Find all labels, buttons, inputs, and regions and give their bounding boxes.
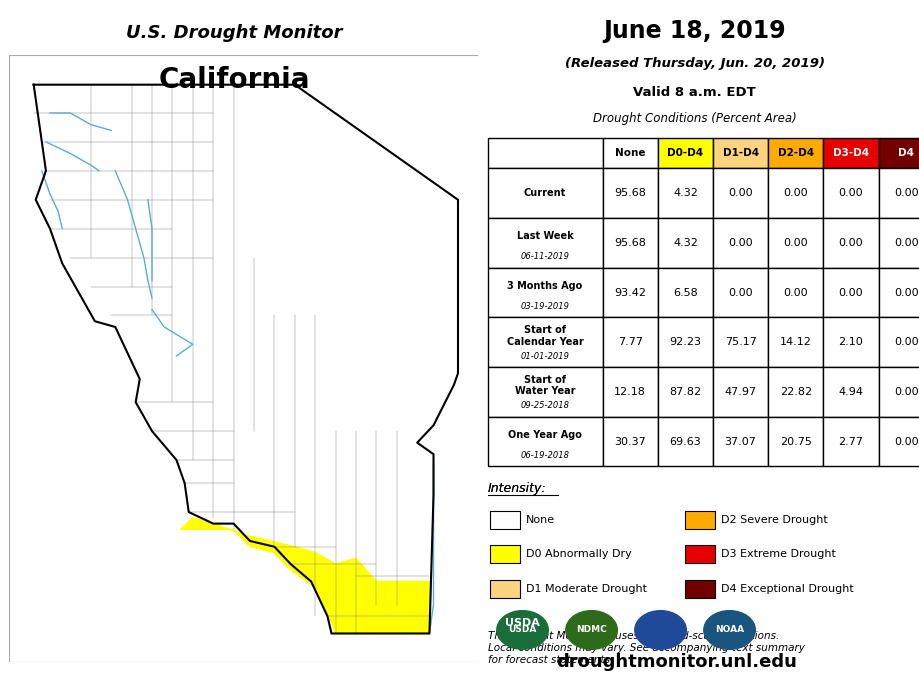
Text: U.S. Drought Monitor: U.S. Drought Monitor	[126, 24, 343, 42]
Text: 01-01-2019: 01-01-2019	[520, 352, 569, 361]
Text: (Released Thursday, Jun. 20, 2019): (Released Thursday, Jun. 20, 2019)	[564, 57, 823, 70]
Text: 0.00: 0.00	[728, 238, 752, 248]
Text: 93.42: 93.42	[614, 288, 645, 297]
Text: Start of
Calendar Year: Start of Calendar Year	[506, 325, 583, 346]
Text: 47.97: 47.97	[724, 387, 755, 397]
Text: 0.00: 0.00	[783, 238, 807, 248]
Text: 0.00: 0.00	[893, 238, 917, 248]
Text: Intensity:: Intensity:	[487, 482, 546, 495]
Text: 7.77: 7.77	[617, 337, 642, 347]
Text: 0.00: 0.00	[893, 337, 917, 347]
Polygon shape	[34, 85, 458, 633]
Text: 0.00: 0.00	[893, 288, 917, 297]
Polygon shape	[180, 518, 429, 633]
Text: D4 Exceptional Drought: D4 Exceptional Drought	[720, 584, 853, 593]
Text: USDA: USDA	[505, 618, 539, 628]
Text: USDA: USDA	[508, 625, 536, 635]
Text: NOAA: NOAA	[714, 625, 743, 635]
Text: California: California	[159, 66, 310, 94]
Text: 12.18: 12.18	[614, 387, 645, 397]
Text: 37.07: 37.07	[724, 437, 755, 446]
Text: 95.68: 95.68	[614, 188, 645, 198]
Text: Start of
Water Year: Start of Water Year	[515, 375, 574, 396]
Text: June 18, 2019: June 18, 2019	[603, 19, 785, 43]
Text: 69.63: 69.63	[669, 437, 700, 446]
Text: 0.00: 0.00	[893, 188, 917, 198]
Text: 4.32: 4.32	[672, 188, 698, 198]
Text: D2-D4: D2-D4	[777, 148, 813, 158]
Text: D4: D4	[897, 148, 913, 158]
Text: Last Week: Last Week	[516, 231, 573, 241]
Text: 30.37: 30.37	[614, 437, 645, 446]
Text: 0.00: 0.00	[838, 188, 862, 198]
Text: D3 Extreme Drought: D3 Extreme Drought	[720, 549, 835, 559]
Text: Intensity:: Intensity:	[487, 482, 546, 495]
Text: 09-25-2018: 09-25-2018	[520, 402, 569, 411]
Text: 75.17: 75.17	[724, 337, 755, 347]
Text: 92.23: 92.23	[669, 337, 700, 347]
Text: 06-19-2018: 06-19-2018	[520, 451, 569, 460]
Text: D0-D4: D0-D4	[666, 148, 703, 158]
Text: 0.00: 0.00	[893, 437, 917, 446]
Text: 06-11-2019: 06-11-2019	[520, 253, 569, 262]
Text: The Drought Monitor focuses on broad-scale conditions.
Local conditions may vary: The Drought Monitor focuses on broad-sca…	[487, 631, 803, 664]
Text: None: None	[526, 515, 555, 524]
Text: 6.58: 6.58	[673, 288, 697, 297]
Text: D0 Abnormally Dry: D0 Abnormally Dry	[526, 549, 631, 559]
Text: D3-D4: D3-D4	[832, 148, 868, 158]
Text: 22.82: 22.82	[779, 387, 811, 397]
Text: 0.00: 0.00	[783, 288, 807, 297]
Text: 3 Months Ago: 3 Months Ago	[507, 281, 582, 291]
Text: 03-19-2019: 03-19-2019	[520, 302, 569, 311]
Text: 0.00: 0.00	[728, 288, 752, 297]
Text: D1 Moderate Drought: D1 Moderate Drought	[526, 584, 647, 593]
Text: One Year Ago: One Year Ago	[507, 430, 582, 440]
Text: D2 Severe Drought: D2 Severe Drought	[720, 515, 827, 524]
Text: 0.00: 0.00	[783, 188, 807, 198]
Text: 4.32: 4.32	[672, 238, 698, 248]
Text: 20.75: 20.75	[779, 437, 811, 446]
Text: 87.82: 87.82	[669, 387, 700, 397]
Text: Drought Conditions (Percent Area): Drought Conditions (Percent Area)	[592, 112, 796, 126]
Text: 2.10: 2.10	[838, 337, 862, 347]
Text: NDMC: NDMC	[575, 625, 607, 635]
Text: None: None	[614, 148, 645, 158]
Text: 4.94: 4.94	[837, 387, 863, 397]
Text: 0.00: 0.00	[893, 387, 917, 397]
Text: 0.00: 0.00	[728, 188, 752, 198]
Text: 14.12: 14.12	[779, 337, 811, 347]
Text: 2.77: 2.77	[837, 437, 863, 446]
Text: droughtmonitor.unl.edu: droughtmonitor.unl.edu	[555, 653, 796, 671]
Text: Current: Current	[524, 188, 565, 198]
Text: 0.00: 0.00	[838, 238, 862, 248]
Text: 95.68: 95.68	[614, 238, 645, 248]
Text: Valid 8 a.m. EDT: Valid 8 a.m. EDT	[632, 86, 755, 99]
Text: 0.00: 0.00	[838, 288, 862, 297]
Text: D1-D4: D1-D4	[721, 148, 758, 158]
